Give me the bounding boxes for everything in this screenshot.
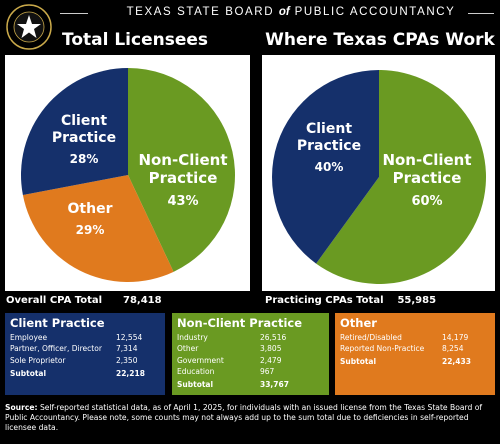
left-chart-title: Total Licensees: [61, 30, 209, 50]
subtotal-label: Subtotal: [10, 368, 47, 378]
left-pie-chart: Non-Client Practice 43% Other 29% Client Pract…: [20, 68, 235, 282]
source-text: Self-reported statistical data, as of Ap…: [5, 403, 483, 432]
row-label: Employee: [10, 332, 48, 342]
row-value: 3,805: [260, 344, 282, 353]
subtotal-label: Subtotal: [340, 357, 377, 366]
table-row: Partner, Officer, Director 7,314: [10, 344, 145, 356]
row-label: Reported Non-Practice: [340, 344, 425, 353]
row-label: Other: [177, 344, 199, 353]
pie-label-other: Other 29%: [68, 201, 113, 237]
row-label: Partner, Officer, Director: [10, 344, 102, 353]
table-row: Government 2,479: [177, 355, 289, 367]
table-row: Reported Non-Practice 8,254: [340, 344, 471, 356]
pie-label-client-practice: Client Practice 40%: [297, 121, 361, 174]
pie-slice-non-client-practice: [316, 70, 486, 284]
subtotal-value: 33,767: [260, 380, 289, 389]
row-value: 14,179: [442, 332, 469, 342]
client-practice-box: Client Practice Employee 12,554 Partner, …: [5, 313, 165, 395]
table-row: Other 3,805: [177, 344, 289, 356]
other-box: Other Retired/Disabled 14,179 Reported No…: [335, 313, 495, 395]
row-label: Government: [177, 355, 224, 365]
pie-label-non-client-practice: Non-Client Practice 43%: [138, 151, 227, 209]
subtotal-value: 22,218: [116, 368, 145, 378]
pie-slice-client-practice: [272, 70, 379, 264]
table-row: Industry 26,516: [177, 332, 289, 344]
source-label: Source:: [5, 403, 38, 412]
board-seal-logo: [6, 4, 52, 50]
subtotal-row: Subtotal 22,433: [340, 355, 471, 368]
source-note: Source: Self-reported statistical data, …: [5, 403, 495, 433]
non-client-practice-box: Non-Client Practice Industry 26,516 Other…: [172, 313, 329, 395]
table-row: Employee 12,554: [10, 332, 145, 344]
subtotal-label: Subtotal: [177, 380, 214, 389]
row-value: 2,479: [260, 355, 282, 365]
table-row: Sole Proprietor 2,350: [10, 355, 145, 367]
row-value: 12,554: [116, 332, 143, 342]
row-label: Education: [177, 367, 215, 376]
pie-slice-non-client-practice: [128, 68, 235, 272]
right-pie-chart: Non-Client Practice 60% Client Practice 40%: [272, 70, 486, 284]
row-value: 8,254: [442, 344, 464, 353]
pie-slice-other: [22, 175, 174, 282]
row-value: 7,314: [116, 344, 138, 353]
client-practice-table: Employee 12,554 Partner, Officer, Directo…: [10, 332, 145, 380]
right-chart-title: Where Texas CPAs Work: [265, 30, 495, 50]
overall-cpa-total: Overall CPA Total 78,418: [6, 295, 162, 306]
row-label: Retired/Disabled: [340, 332, 402, 342]
table-row: Retired/Disabled 14,179: [340, 332, 471, 344]
subtotal-row: Subtotal 22,218: [10, 367, 145, 380]
practicing-cpa-total: Practicing CPAs Total 55,985: [265, 295, 437, 306]
row-label: Sole Proprietor: [10, 355, 66, 365]
box-title: Client Practice: [10, 316, 105, 330]
row-label: Industry: [177, 332, 208, 342]
subtotal-row: Subtotal 33,767: [177, 378, 289, 391]
pie-label-non-client-practice: Non-Client Practice 60%: [382, 151, 471, 209]
pie-label-client-practice: Client Practice 28%: [52, 113, 116, 166]
row-value: 26,516: [260, 332, 287, 342]
box-title: Non-Client Practice: [177, 316, 303, 330]
non-client-practice-table: Industry 26,516 Other 3,805 Government 2,47…: [177, 332, 289, 391]
row-value: 967: [260, 367, 275, 376]
row-value: 2,350: [116, 355, 138, 365]
box-title: Other: [340, 316, 377, 330]
pie-slice-client-practice: [20, 68, 128, 196]
table-row: Education 967: [177, 367, 289, 379]
header-title: TEXAS STATE BOARD of PUBLIC ACCOUNTANCY: [126, 6, 456, 18]
subtotal-value: 22,433: [442, 357, 471, 366]
other-table: Retired/Disabled 14,179 Reported Non-Prac…: [340, 332, 471, 368]
